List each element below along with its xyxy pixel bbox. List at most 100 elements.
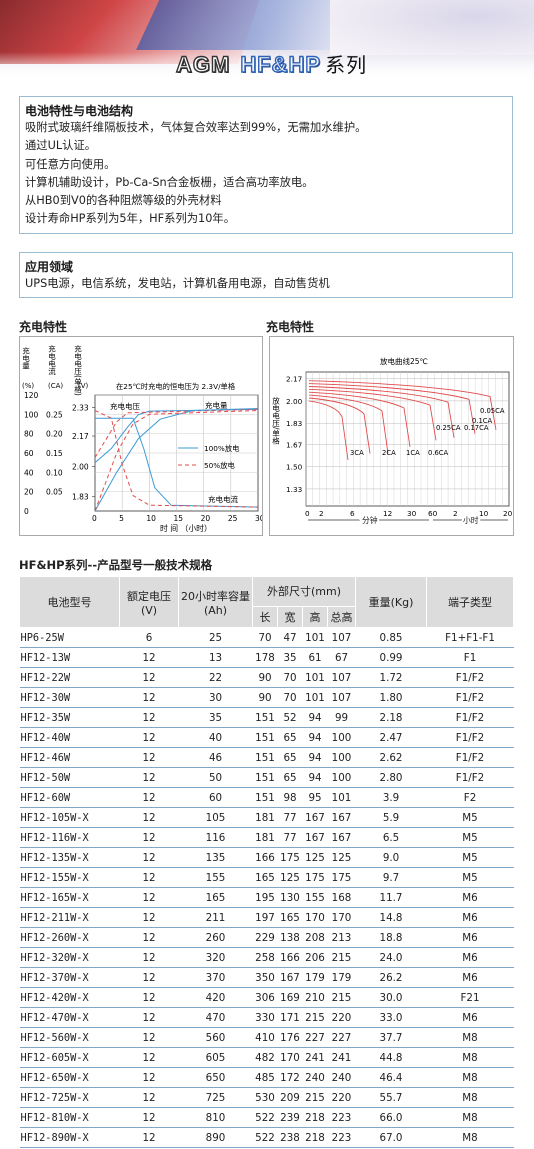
table-cell: 166 bbox=[277, 947, 303, 968]
table-cell: 61 bbox=[302, 647, 328, 668]
table-cell: 410 bbox=[252, 1027, 278, 1048]
table-cell: HF12-260W-X bbox=[19, 927, 120, 948]
features-heading: 电池特性与电池结构 bbox=[25, 104, 134, 118]
discharge-y-tick: 1.50 bbox=[286, 463, 303, 472]
table-cell: 168 bbox=[327, 887, 356, 908]
discharge-curve bbox=[308, 380, 497, 430]
table-cell: 169 bbox=[277, 987, 303, 1008]
discharge-y-tick: 1.33 bbox=[286, 485, 303, 494]
table-cell: 2.47 bbox=[355, 727, 427, 748]
table-cell: F1/F2 bbox=[426, 667, 514, 688]
table-cell: HF12-46W bbox=[19, 747, 120, 768]
table-row: HF12-650W-X 12 650 485 172 240 240 46.4 M8 bbox=[19, 1067, 514, 1088]
charge-capacity-tick: 120 bbox=[24, 391, 39, 400]
table-cell: 99 bbox=[327, 707, 356, 728]
table-cell: HF12-35W bbox=[19, 707, 120, 728]
table-row: HF12-13W 12 13 178 35 61 67 0.99 F1 bbox=[19, 647, 514, 668]
table-cell: 0.99 bbox=[355, 647, 427, 668]
table-cell: 40 bbox=[178, 727, 253, 748]
table-cell: 241 bbox=[302, 1047, 328, 1068]
discharge-curve bbox=[308, 388, 437, 441]
table-cell: 94 bbox=[302, 727, 328, 748]
table-cell: 101 bbox=[302, 667, 328, 688]
table-cell: 151 bbox=[252, 707, 278, 728]
table-cell: HF12-605W-X bbox=[19, 1047, 120, 1068]
table-cell: 179 bbox=[327, 967, 356, 988]
table-cell: M8 bbox=[426, 1107, 514, 1128]
table-row: HF12-420W-X 12 420 306 169 210 215 30.0 F21 bbox=[19, 987, 514, 1008]
table-cell: 215 bbox=[302, 1007, 328, 1028]
discharge-curve-label: 0.05CA bbox=[480, 407, 505, 415]
discharge-y-tick: 2.17 bbox=[286, 375, 303, 384]
table-cell: 238 bbox=[277, 1127, 303, 1148]
table-row: HF12-725W-X 12 725 530 209 215 220 55.7 M8 bbox=[19, 1087, 514, 1108]
brand-agm: AGM bbox=[175, 51, 231, 77]
table-cell: 116 bbox=[178, 827, 253, 848]
charge-note: 在25℃时充电的恒电压为 2.3V/单格 bbox=[116, 382, 236, 391]
table-cell: 67 bbox=[327, 647, 356, 668]
discharge-y-tick: 2.00 bbox=[286, 397, 303, 406]
table-cell: 125 bbox=[277, 867, 303, 888]
table-cell: HF12-810W-X bbox=[19, 1107, 120, 1128]
table-cell: 810 bbox=[178, 1107, 253, 1128]
table-cell: 130 bbox=[277, 887, 303, 908]
table-cell: 209 bbox=[277, 1087, 303, 1108]
discharge-curve bbox=[308, 394, 389, 454]
table-row: HF12-560W-X 12 560 410 176 227 227 37.7 M8 bbox=[19, 1027, 514, 1048]
table-cell: 35 bbox=[277, 647, 303, 668]
charge-capacity-tick: 40 bbox=[24, 468, 34, 477]
discharge-section-title: 充电特性 bbox=[266, 320, 315, 334]
table-cell: M6 bbox=[426, 907, 514, 928]
table-cell: HF12-211W-X bbox=[19, 907, 120, 928]
charge-label-current: 充电电流 bbox=[208, 494, 238, 504]
table-cell: 11.7 bbox=[355, 887, 427, 908]
table-cell: HF12-60W bbox=[19, 787, 120, 808]
table-cell: 258 bbox=[252, 947, 278, 968]
discharge-chart-svg: 放电曲线25℃ 放电电压/单格 1.33 1.50 1.67 1.83 2.00 2.17… bbox=[271, 356, 513, 527]
table-cell: 12 bbox=[119, 867, 179, 888]
table-cell: 55.7 bbox=[355, 1087, 427, 1108]
table-cell: 12 bbox=[119, 1067, 179, 1088]
table-cell: 227 bbox=[327, 1027, 356, 1048]
table-cell: 65 bbox=[277, 747, 303, 768]
table-cell: 30.0 bbox=[355, 987, 427, 1008]
table-cell: 220 bbox=[327, 1007, 356, 1028]
table-cell: M5 bbox=[426, 867, 514, 888]
table-cell: 60 bbox=[178, 787, 253, 808]
legend-50: 50%放电 bbox=[204, 461, 236, 470]
table-cell: 155 bbox=[178, 867, 253, 888]
table-cell: 12 bbox=[119, 927, 179, 948]
table-cell: M6 bbox=[426, 887, 514, 908]
table-cell: HF12-22W bbox=[19, 667, 120, 688]
table-cell: 151 bbox=[252, 727, 278, 748]
table-cell: M8 bbox=[426, 1067, 514, 1088]
table-cell: M6 bbox=[426, 967, 514, 988]
table-cell: 70 bbox=[277, 687, 303, 708]
charge-ylabel-voltage: 充电电压(单格) bbox=[73, 344, 82, 396]
charge-capacity-tick: 20 bbox=[24, 488, 34, 497]
table-cell: 70 bbox=[252, 627, 278, 648]
table-cell: 12 bbox=[119, 987, 179, 1008]
th-model: 电池型号 bbox=[19, 576, 120, 628]
table-cell: 18.8 bbox=[355, 927, 427, 948]
discharge-curve bbox=[308, 400, 349, 461]
table-cell: 197 bbox=[252, 907, 278, 928]
spec-table-title: HF&HP系列--产品型号一般技术规格 bbox=[19, 558, 213, 572]
table-cell: 175 bbox=[302, 867, 328, 888]
table-cell: 167 bbox=[327, 827, 356, 848]
table-cell: F1/F2 bbox=[426, 687, 514, 708]
table-cell: 9.0 bbox=[355, 847, 427, 868]
table-cell: M8 bbox=[426, 1047, 514, 1068]
table-cell: 44.8 bbox=[355, 1047, 427, 1068]
table-cell: F1/F2 bbox=[426, 747, 514, 768]
table-cell: 239 bbox=[277, 1107, 303, 1128]
table-cell: 650 bbox=[178, 1067, 253, 1088]
table-row: HF12-155W-X 12 155 165 125 175 175 9.7 M5 bbox=[19, 867, 514, 888]
table-cell: 320 bbox=[178, 947, 253, 968]
discharge-x-tick: 20 bbox=[503, 509, 513, 518]
discharge-xlabel-min: 分钟 bbox=[362, 515, 378, 525]
discharge-title: 放电曲线25℃ bbox=[380, 356, 428, 366]
table-cell: 107 bbox=[327, 627, 356, 648]
table-row: HF12-30W 12 30 90 70 101 107 1.80 F1/F2 bbox=[19, 687, 514, 708]
table-cell: 522 bbox=[252, 1127, 278, 1148]
